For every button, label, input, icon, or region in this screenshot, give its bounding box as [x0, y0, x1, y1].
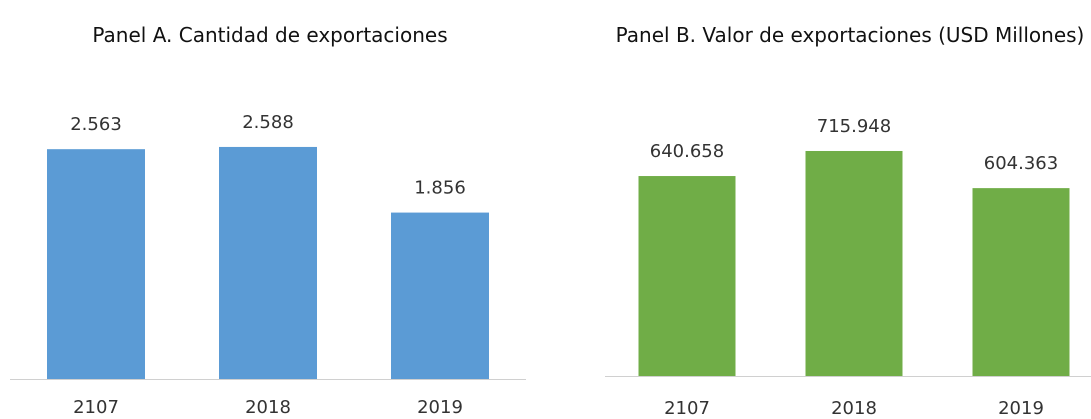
x-tick-label: 2107 — [73, 397, 119, 418]
bar — [47, 149, 145, 379]
bar — [638, 176, 736, 376]
x-tick-label: 2018 — [831, 398, 877, 419]
data-label: 604.363 — [984, 153, 1058, 174]
x-tick-label: 2019 — [417, 397, 463, 418]
bar — [972, 188, 1070, 376]
x-tick-label: 2107 — [664, 398, 710, 419]
bar — [219, 146, 317, 379]
data-label: 1.856 — [414, 178, 466, 199]
data-label: 2.588 — [242, 112, 294, 133]
chart-title: Panel B. Valor de exportaciones (USD Mil… — [615, 23, 1085, 47]
bar — [391, 212, 489, 379]
chart-title: Panel A. Cantidad de exportaciones — [92, 23, 448, 47]
data-label: 640.658 — [650, 141, 724, 162]
x-tick-label: 2018 — [245, 397, 291, 418]
data-label: 2.563 — [70, 114, 122, 135]
data-label: 715.948 — [817, 116, 891, 137]
bar — [805, 150, 903, 376]
x-tick-label: 2019 — [998, 398, 1044, 419]
